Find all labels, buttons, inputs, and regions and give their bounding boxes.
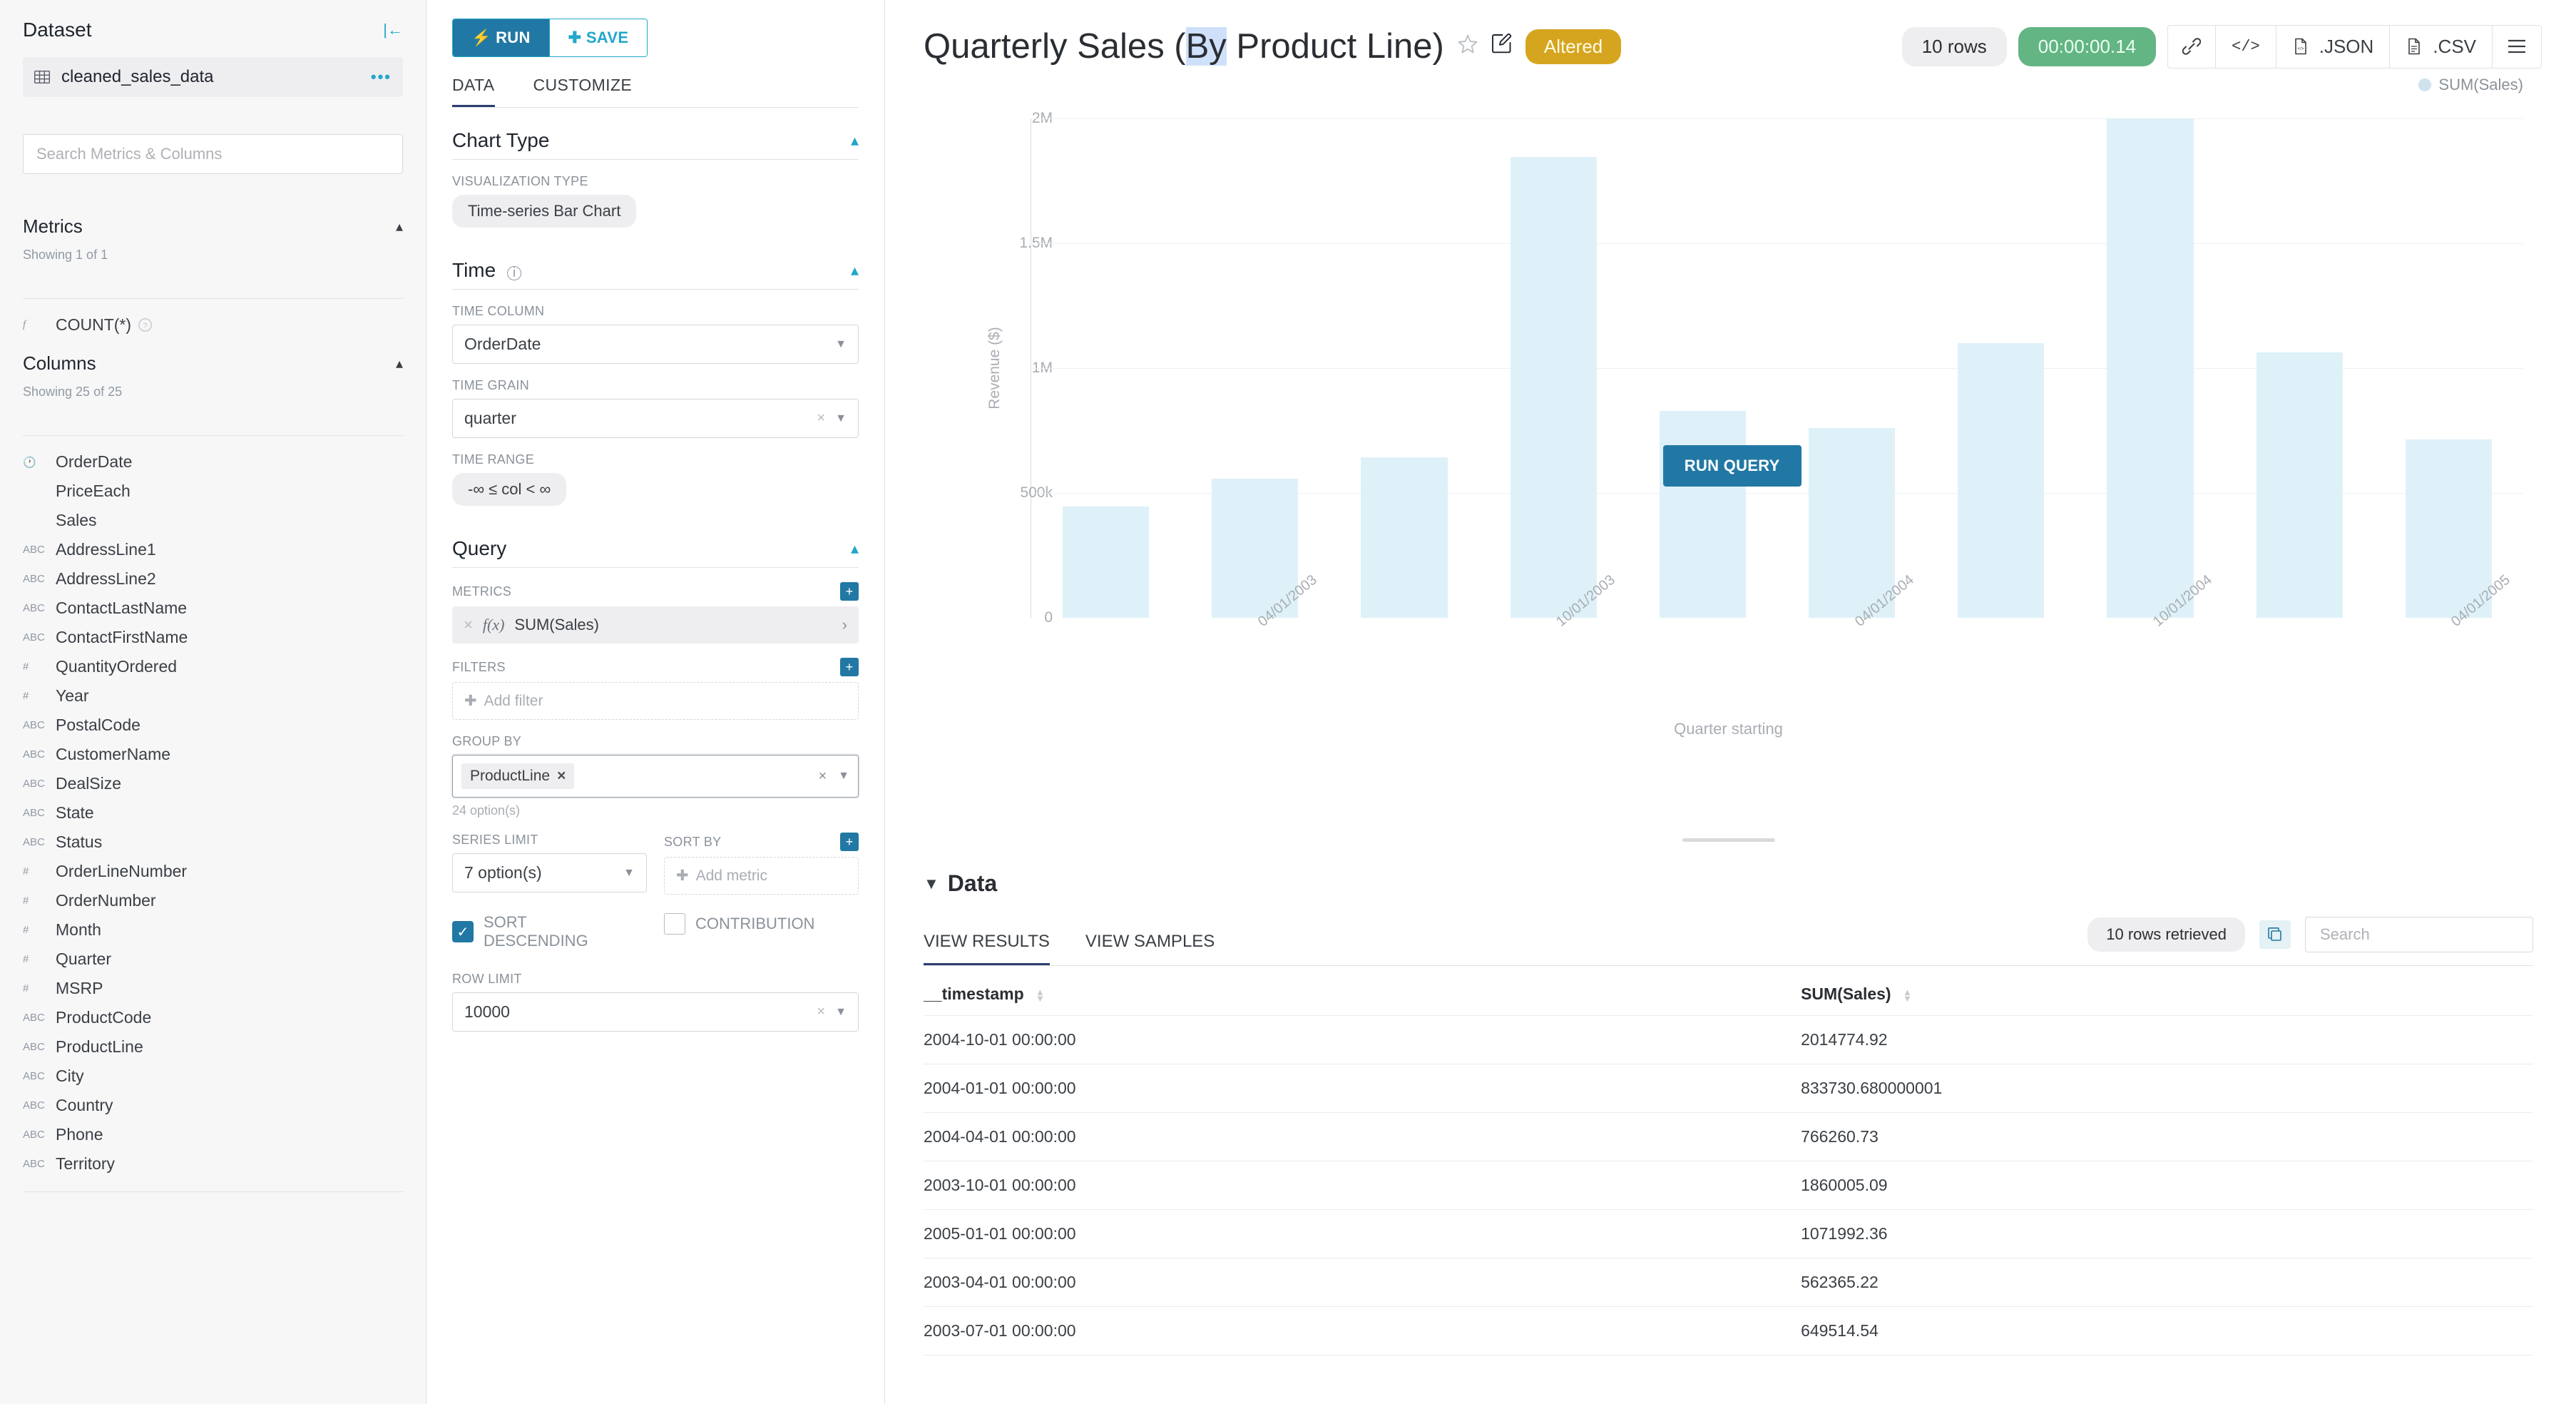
- svg-text:</>: </>: [2297, 46, 2304, 51]
- svg-text:?: ?: [143, 322, 147, 330]
